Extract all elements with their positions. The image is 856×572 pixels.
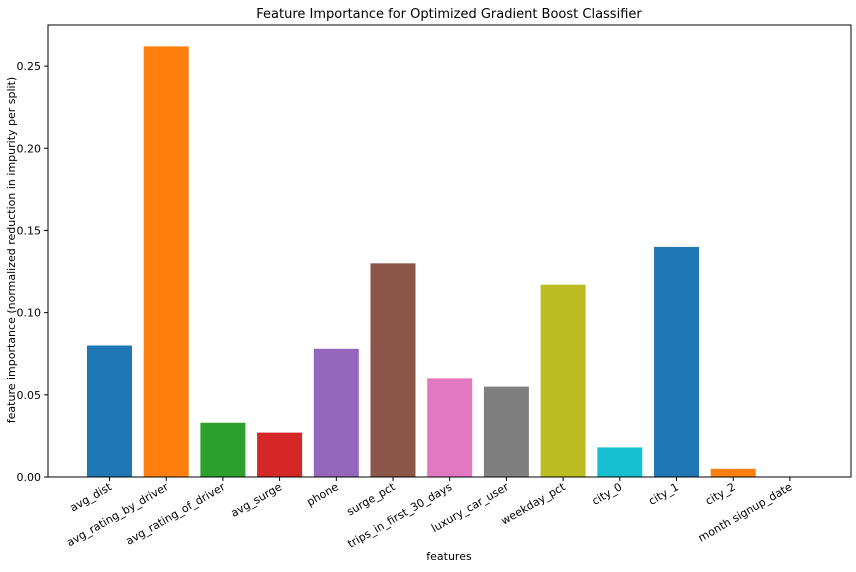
bar-luxury-car-user <box>483 386 529 477</box>
x-tick-label: avg_rating_of_driver <box>124 480 228 548</box>
bar-weekday-pct <box>540 284 586 477</box>
bar-avg-dist <box>87 345 132 477</box>
x-tick-label: phone <box>304 480 341 509</box>
x-tick-label: weekday_pct <box>499 480 568 528</box>
x-tick-label: city_1 <box>646 480 681 507</box>
bar-avg-surge <box>257 432 303 477</box>
y-tick-label: 0.10 <box>17 307 42 320</box>
bar-phone <box>313 348 359 477</box>
bar-city-0 <box>597 447 643 477</box>
x-tick-label: avg_dist <box>68 480 115 515</box>
y-axis-label: feature importance (normalized reduction… <box>5 77 18 423</box>
bar-surge-pct <box>370 263 416 477</box>
bar-city-1 <box>654 246 699 477</box>
x-axis-label: features <box>426 550 472 563</box>
bar-avg-rating-by-driver <box>143 46 189 477</box>
plot-frame <box>47 24 852 478</box>
x-tick-label: month signup_date <box>696 480 795 544</box>
x-tick-label: avg_rating_by_driver <box>64 480 171 549</box>
bar-avg-rating-of-driver <box>200 422 246 477</box>
y-tick-label: 0.20 <box>17 142 42 155</box>
y-axis-ticks: 0.00 0.05 0.10 0.15 0.20 0.25 <box>17 60 48 484</box>
x-axis-ticks: avg_distavg_rating_by_driveravg_rating_o… <box>64 477 795 551</box>
bars-group <box>87 46 756 477</box>
x-tick-label: city_0 <box>590 480 625 507</box>
y-tick-label: 0.00 <box>17 471 42 484</box>
x-tick-label: avg_surge <box>229 480 285 520</box>
x-tick-label: trips_in_first_30_days <box>345 480 454 550</box>
x-tick-label: city_2 <box>703 480 738 507</box>
chart-title: Feature Importance for Optimized Gradien… <box>256 7 642 22</box>
y-tick-label: 0.15 <box>17 224 42 237</box>
bar-trips-in-first-30-days <box>427 378 473 477</box>
bar-city-2 <box>710 468 756 477</box>
y-tick-label: 0.05 <box>17 389 42 402</box>
y-tick-label: 0.25 <box>17 60 42 73</box>
